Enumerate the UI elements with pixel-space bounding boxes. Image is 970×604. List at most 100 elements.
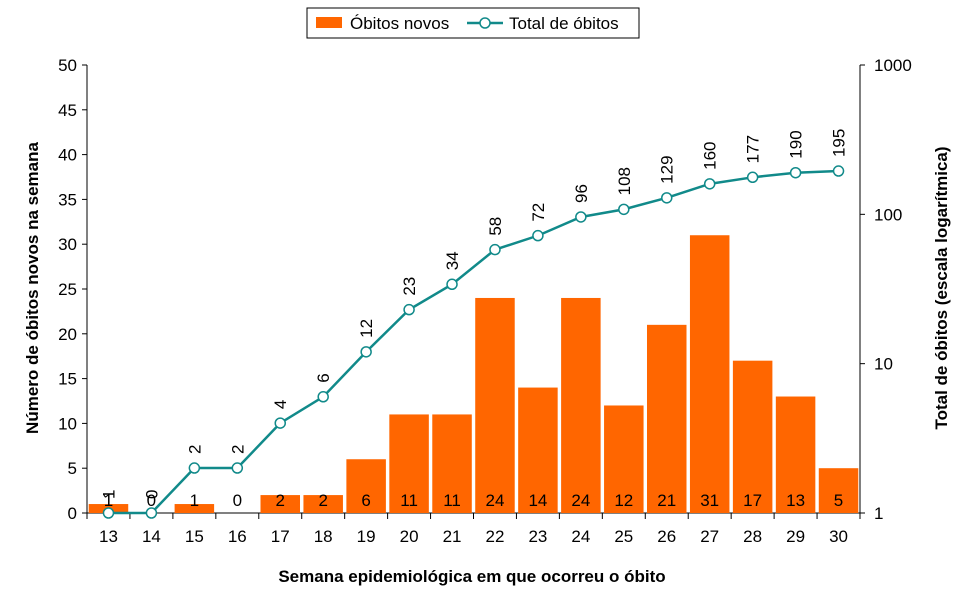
- bar: [561, 297, 601, 513]
- x-tick-label: 30: [829, 527, 848, 546]
- y-left-tick-label: 0: [68, 504, 77, 523]
- bar-series: [88, 235, 859, 514]
- y-left-tick-label: 15: [58, 370, 77, 389]
- y-left-tick-label: 30: [58, 235, 77, 254]
- bar: [818, 468, 859, 513]
- y-left-tick-label: 40: [58, 146, 77, 165]
- y-right-tick-label: 100: [874, 205, 902, 224]
- legend: Óbitos novos Total de óbitos: [306, 7, 640, 39]
- x-tick-label: 17: [271, 527, 290, 546]
- y-axis-right-title: Total de óbitos (escala logarítmica): [932, 146, 951, 429]
- bar-value-label: 0: [233, 491, 242, 510]
- x-tick-label: 13: [99, 527, 118, 546]
- line-point: [789, 166, 802, 179]
- bar-value-label: 11: [400, 491, 418, 510]
- x-tick-label: 27: [700, 527, 719, 546]
- x-tick-label: 21: [443, 527, 462, 546]
- bar-value-label: 5: [834, 491, 843, 510]
- bar-value-label: 24: [571, 491, 590, 510]
- y-left-tick-label: 5: [68, 459, 77, 478]
- line-point: [360, 346, 372, 358]
- bar-value-label: 31: [700, 491, 719, 510]
- line-value-label: 195: [830, 129, 849, 157]
- line-value-label: 0: [142, 490, 161, 499]
- line-point: [703, 178, 716, 190]
- line-value-label: 160: [701, 141, 720, 169]
- line-value-label: 2: [185, 445, 204, 454]
- y-right-tick-label: 1000: [874, 56, 912, 75]
- data-labels: 1 0 1 0 2 2 6 11 11 24 14 24 12 21 31 17 13 51 02 246122334…: [99, 129, 848, 510]
- line-value-label: 96: [572, 184, 591, 203]
- line-value-label: 1: [99, 490, 118, 499]
- line-point: [231, 462, 244, 474]
- line-value-label: 58: [486, 217, 505, 236]
- line-value-label: 190: [787, 130, 806, 158]
- bar: [689, 235, 730, 514]
- bar: [732, 360, 773, 513]
- bar-value-label: 2: [318, 491, 327, 510]
- line-value-label: 108: [615, 167, 634, 195]
- y-left-tick-label: 10: [58, 414, 77, 433]
- y-left-tick-label: 25: [58, 280, 77, 299]
- bar: [646, 324, 687, 513]
- line-value-label: 4: [271, 400, 290, 409]
- legend-bar-label: Óbitos novos: [350, 14, 449, 33]
- line-value-label: 2: [228, 445, 247, 454]
- line-point: [145, 507, 158, 519]
- total-line: [108, 169, 839, 515]
- bar: [518, 387, 558, 513]
- line-point: [188, 462, 201, 474]
- bar-value-label: 0: [147, 491, 156, 510]
- y-axis-left-title: Número de óbitos novos na semana: [23, 142, 42, 434]
- bar: [604, 405, 644, 513]
- y-left-tick-label: 35: [58, 190, 77, 209]
- bar-value-label: 1: [190, 491, 199, 510]
- line-point: [403, 303, 415, 316]
- line-point: [446, 278, 458, 291]
- line-point: [489, 243, 501, 256]
- bar-value-label: 13: [786, 491, 805, 510]
- x-tick-label: 25: [614, 527, 633, 546]
- x-axis-title: Semana epidemiológica em que ocorreu o ó…: [278, 567, 665, 586]
- bar-value-label: 12: [614, 491, 633, 510]
- line-point: [661, 192, 673, 204]
- x-tick-label: 24: [571, 527, 590, 546]
- x-tick-label: 23: [528, 527, 547, 546]
- bar-value-label: 21: [657, 491, 676, 510]
- line-value-label: 177: [744, 135, 763, 163]
- y-left-tick-label: 50: [58, 56, 77, 75]
- bar: [432, 414, 472, 513]
- y-left-tick-label: 45: [58, 101, 77, 120]
- x-tick-label: 28: [743, 527, 762, 546]
- line-value-label: 34: [443, 251, 462, 270]
- bar-value-label: 17: [743, 491, 762, 510]
- bar: [303, 495, 343, 513]
- x-tick-label: 18: [314, 527, 333, 546]
- line-value-label: 23: [400, 277, 419, 296]
- line-point: [618, 203, 630, 216]
- line-value-label: 72: [529, 203, 548, 222]
- bar: [346, 459, 386, 513]
- line-point: [317, 391, 329, 403]
- legend-bar-swatch: [316, 17, 342, 28]
- bar: [775, 396, 816, 513]
- line-value-label: 12: [357, 319, 376, 338]
- line-point: [532, 229, 544, 242]
- line-point: [832, 165, 845, 177]
- bar-value-label: 11: [443, 491, 461, 510]
- bar-value-label: 24: [486, 491, 505, 510]
- bar-value-label: 2: [276, 491, 285, 510]
- x-tick-label: 29: [786, 527, 805, 546]
- y-right-tick-label: 10: [874, 355, 893, 374]
- line-value-label: 129: [658, 155, 677, 183]
- line-point: [102, 507, 115, 519]
- y-right-tick-label: 1: [874, 504, 883, 523]
- line-point: [746, 171, 759, 184]
- line-value-label: 6: [314, 373, 333, 382]
- x-tick-label: 15: [185, 527, 204, 546]
- bar-value-label: 14: [528, 491, 547, 510]
- bar: [389, 414, 429, 513]
- legend-line-marker: [479, 17, 491, 29]
